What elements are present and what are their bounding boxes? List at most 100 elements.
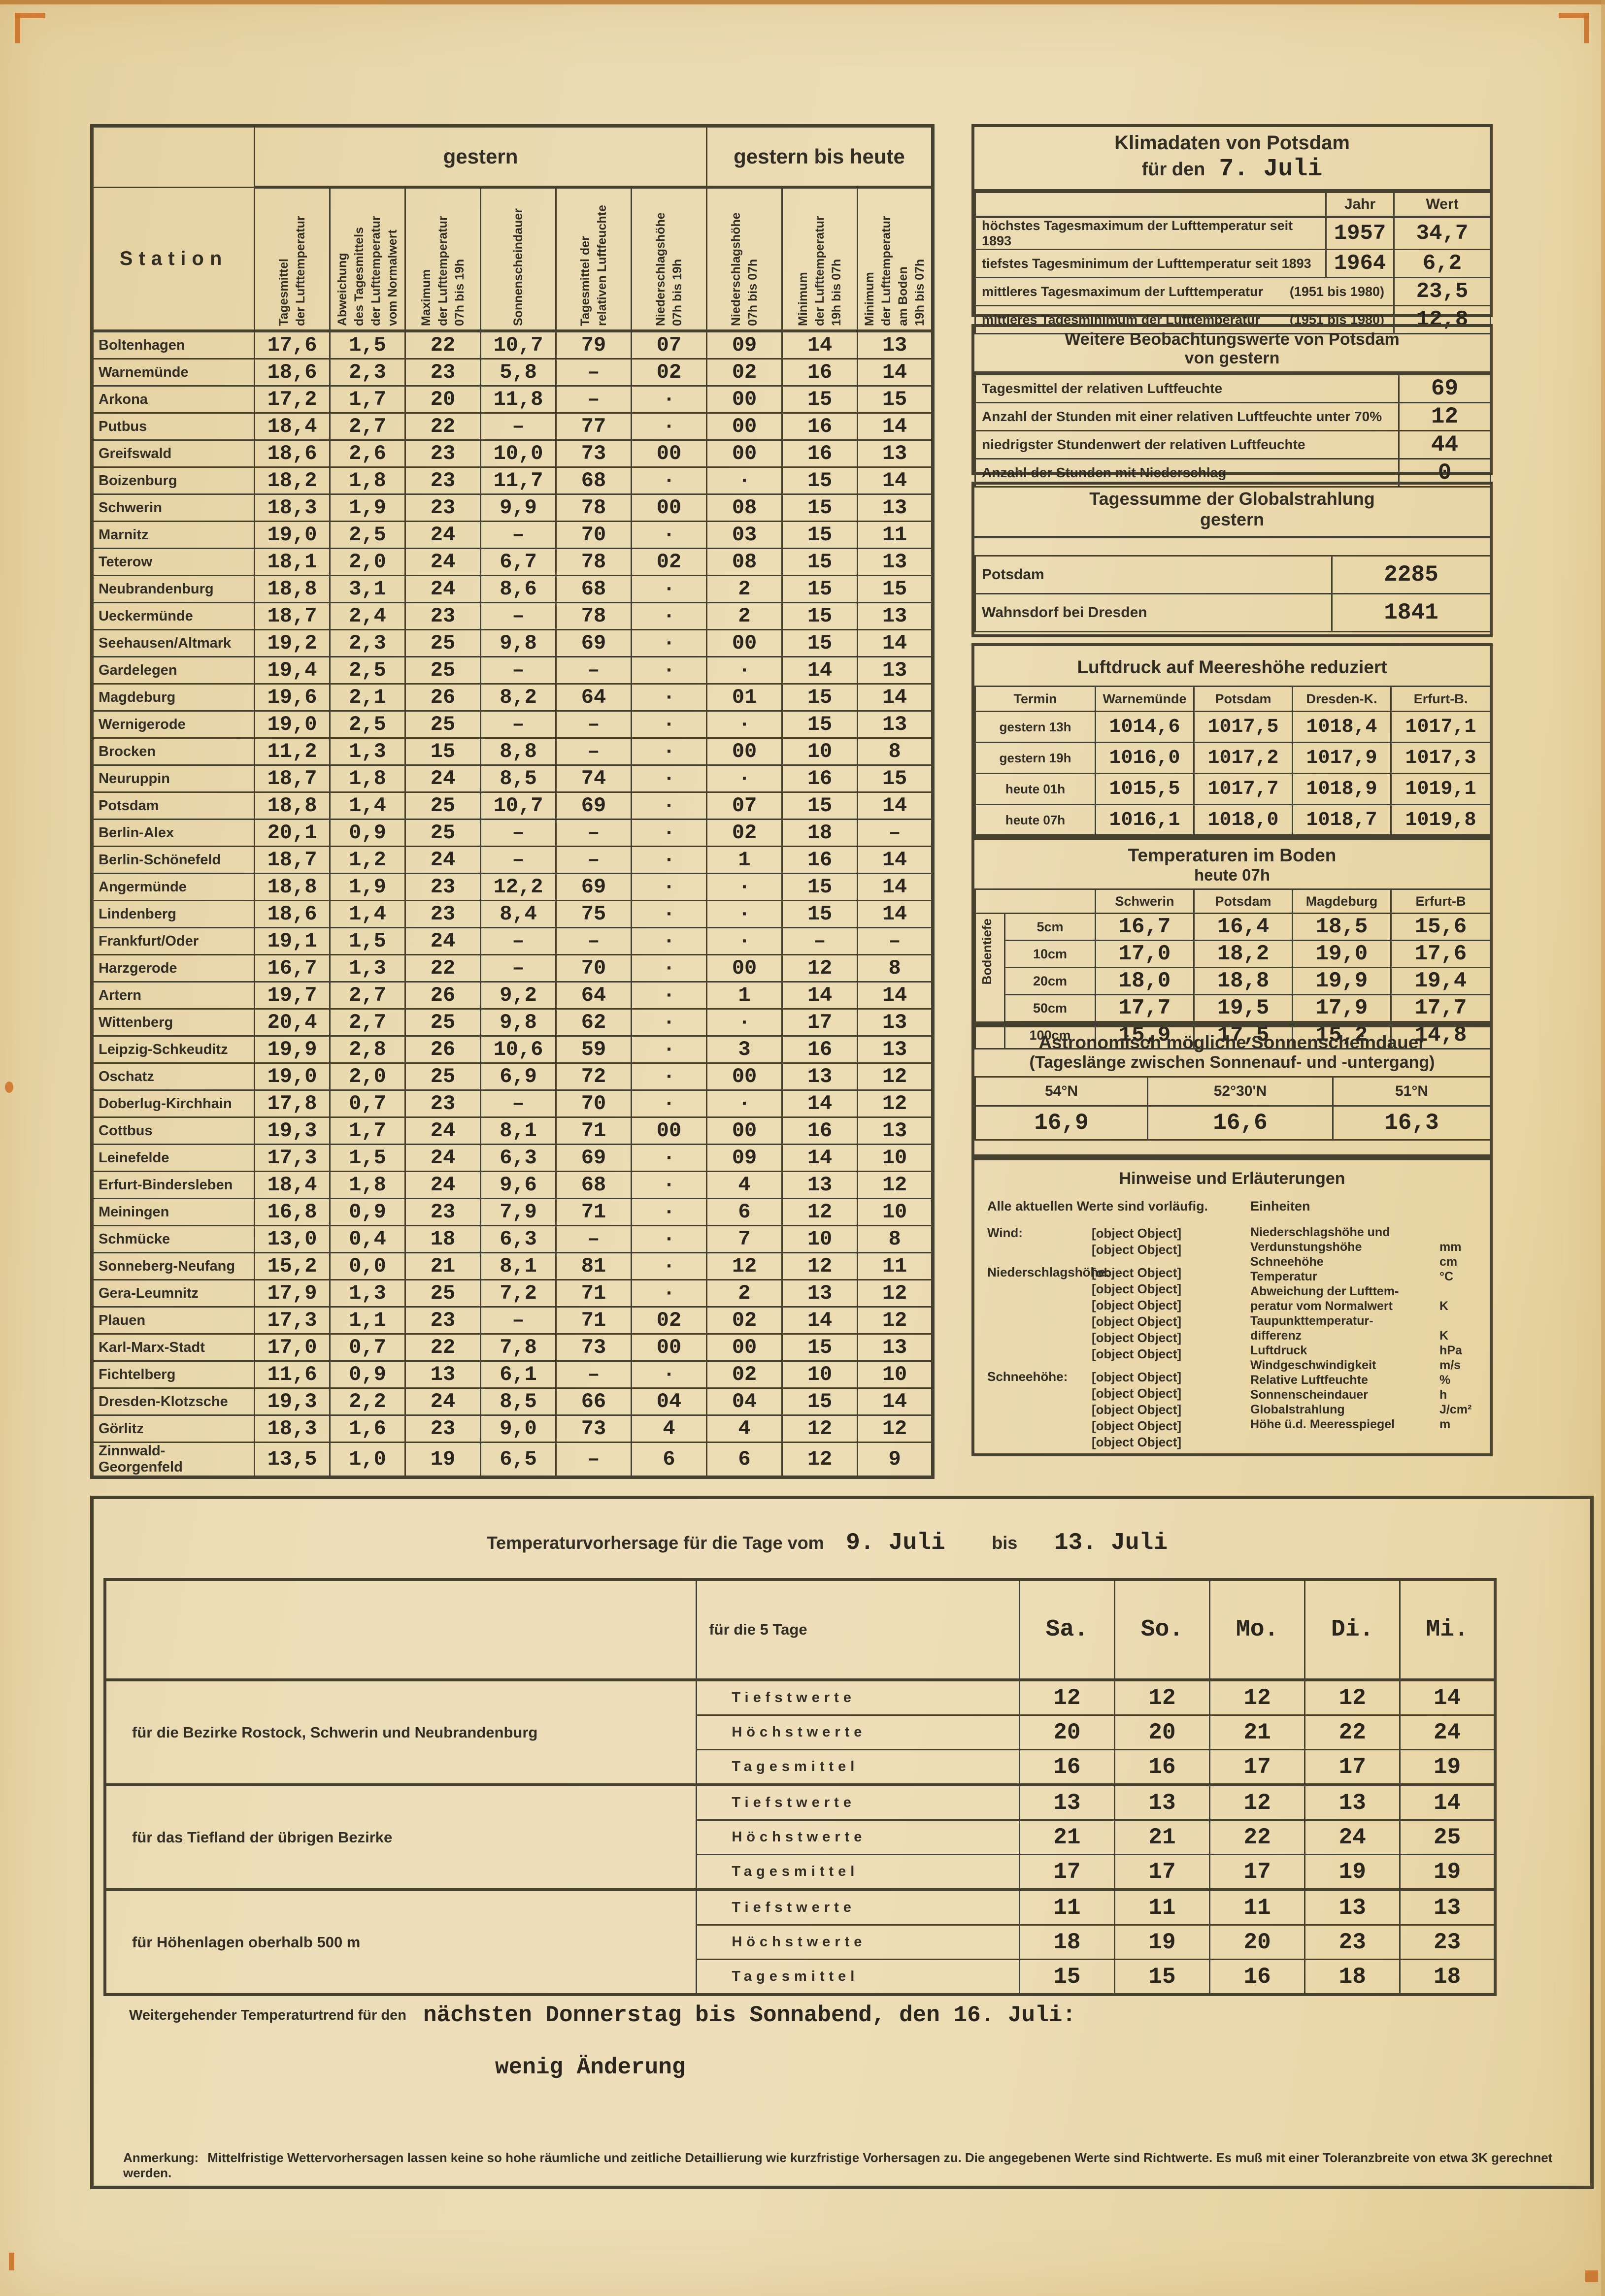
- weitere-title: Weitere Beobachtungswerte von Potsdam vo…: [974, 327, 1490, 374]
- value-niederschlag-24h: 01: [706, 683, 783, 712]
- luftdruck-column-header: Dresden-K.: [1292, 686, 1392, 712]
- value-luftfeuchte: 69: [555, 791, 632, 820]
- pressure-potsdam: 1017,7: [1193, 773, 1293, 805]
- station-row: Leinefelde 17,3 1,5 24 6,3 69 · 09 14 10: [91, 1144, 934, 1172]
- station-name: Lindenberg: [91, 900, 255, 928]
- value-minimum-boden: 14: [857, 981, 934, 1010]
- forecast-value: 14: [1399, 1678, 1496, 1716]
- station-row: Frankfurt/Oder 19,1 1,5 24 – – · · – –: [91, 927, 934, 955]
- pressure-potsdam: 1018,0: [1193, 804, 1293, 836]
- value-niederschlag-tag: 02: [630, 1306, 708, 1335]
- forecast-value: 19: [1399, 1749, 1496, 1786]
- value-niederschlag-tag: ·: [630, 1279, 708, 1308]
- forecast-value: 22: [1209, 1819, 1306, 1855]
- bodentiefe-side-cell: [974, 940, 1005, 968]
- value-niederschlag-tag: 4: [630, 1414, 708, 1443]
- legend-line: [object Object]: [1092, 1402, 1182, 1417]
- value-niederschlag-tag: ·: [630, 683, 708, 712]
- forecast-table: für die 5 Tage Sa. So. Mo. Di. Mi. für die B…: [103, 1578, 1497, 1996]
- weitere-table: Tagesmittel der relativen Luftfeuchte 69…: [974, 374, 1491, 488]
- value-luftfeuchte: –: [555, 358, 632, 387]
- value-sonnenschein: 6,5: [480, 1442, 557, 1478]
- globalstrahlung-title-line2: gestern: [1200, 509, 1265, 529]
- soiltemp-magdeburg: 18,5: [1292, 913, 1392, 941]
- trend-label: Weitergehender Temperaturtrend für den: [129, 2007, 406, 2023]
- legend-key: Wind:: [987, 1225, 1023, 1240]
- value-niederschlag-tag: ·: [630, 927, 708, 955]
- column-header-abweichung: Abweichung des Tagesmittels der Lufttemp…: [335, 216, 400, 326]
- station-name: Neubrandenburg: [91, 575, 255, 603]
- blank-cell: [974, 192, 1327, 218]
- value-niederschlag-tag: ·: [630, 819, 708, 847]
- value-niederschlag-24h: 09: [706, 330, 783, 360]
- boden-row: 50cm 17,7 19,5 17,9 17,7: [974, 994, 1491, 1022]
- column-header-niederschlag-24h: Niederschlagshöhe 07h bis 07h: [729, 212, 760, 326]
- value-minimum-luft: 16: [781, 439, 859, 468]
- legend-key: Niederschlagshöhe:: [987, 1265, 1110, 1279]
- einheit-unit: %: [1439, 1373, 1451, 1387]
- forecast-row: Tagesmittel 15 15 16 18 18: [105, 1959, 1496, 1996]
- value-luftfeuchte: –: [555, 819, 632, 847]
- value-tagesmittel: 18,6: [254, 900, 331, 928]
- value-abweichung: 2,5: [329, 710, 406, 739]
- pressure-warnemuende: 1016,1: [1095, 804, 1195, 836]
- weitere-beobachtungswerte-box: Weitere Beobachtungswerte von Potsdam vo…: [971, 324, 1493, 488]
- value-maximum: 25: [404, 629, 481, 657]
- value-tagesmittel: 20,4: [254, 1008, 331, 1037]
- value-maximum: 23: [404, 493, 481, 522]
- forecast-value: 23: [1399, 1924, 1496, 1960]
- value-abweichung: 2,0: [329, 1062, 406, 1091]
- luftdruck-table: Termin Warnemünde Potsdam Dresden-K. Erfurt-…: [974, 686, 1491, 836]
- value-tagesmittel: 19,1: [254, 927, 331, 955]
- station-name: Wernigerode: [91, 710, 255, 739]
- soiltemp-erfurt: 17,7: [1390, 994, 1491, 1022]
- value-minimum-boden: 14: [857, 412, 934, 441]
- bodentiefe-side-cell: [974, 994, 1005, 1022]
- station-row: Oschatz 19,0 2,0 25 6,9 72 · 00 13 12: [91, 1062, 934, 1091]
- value-minimum-boden: 14: [857, 873, 934, 901]
- forecast-groups: für die Bezirke Rostock, Schwerin und Ne…: [104, 1678, 1496, 1996]
- value-luftfeuchte: 59: [555, 1035, 632, 1064]
- value-tagesmittel: 19,3: [254, 1116, 331, 1145]
- value-luftfeuchte: 73: [555, 439, 632, 468]
- legend-lines: [object Object] [object Object]: [1092, 1225, 1181, 1258]
- value-luftfeuchte: 73: [555, 1414, 632, 1443]
- forecast-value: 21: [1018, 1819, 1115, 1855]
- column-header-cell: Sonnenscheindauer: [480, 186, 557, 332]
- value-abweichung: 1,4: [329, 900, 406, 928]
- klimadaten-fuer-den: für den: [1141, 159, 1205, 180]
- value-luftfeuchte: –: [555, 385, 632, 414]
- einheit-row: Taupunkttemperatur-: [1250, 1313, 1482, 1328]
- forecast-to-date: 13. Juli: [1054, 1530, 1168, 1556]
- pressure-erfurt: 1017,1: [1390, 711, 1491, 743]
- value-niederschlag-24h: 00: [706, 1116, 783, 1145]
- station-column-header: Station: [91, 186, 255, 332]
- value-niederschlag-24h: ·: [706, 656, 783, 685]
- value-tagesmittel: 18,6: [254, 439, 331, 468]
- value-sonnenschein: 8,5: [480, 1387, 557, 1416]
- forecast-value: 12: [1018, 1678, 1115, 1716]
- boden-title-line2: heute 07h: [1194, 866, 1271, 884]
- forecast-value: 18: [1399, 1959, 1496, 1996]
- station-name: Warnemünde: [91, 358, 255, 387]
- value-sonnenschein: 6,1: [480, 1360, 557, 1389]
- row-wert: 6,2: [1393, 249, 1491, 278]
- station-name: Zinnwald-Georgenfeld: [91, 1442, 255, 1478]
- value-abweichung: 0,4: [329, 1225, 406, 1253]
- value-minimum-boden: 14: [857, 466, 934, 495]
- station-row: Brocken 11,2 1,3 15 8,8 – · 00 10 8: [91, 737, 934, 766]
- depth-label: 20cm: [1004, 967, 1096, 995]
- soiltemp-schwerin: 17,0: [1095, 940, 1195, 968]
- value-maximum: 25: [404, 819, 481, 847]
- value-abweichung: 2,2: [329, 1387, 406, 1416]
- value-abweichung: 1,5: [329, 1144, 406, 1172]
- value-tagesmittel: 18,7: [254, 846, 331, 874]
- value-minimum-boden: 13: [857, 1333, 934, 1362]
- band-blank-cell: [91, 125, 255, 188]
- value-minimum-boden: 12: [857, 1171, 934, 1199]
- scan-edge-top: [0, 0, 1605, 4]
- forecast-value: 19: [1304, 1854, 1401, 1891]
- einheiten-list: Niederschlagshöhe und Verdunstungshöhe m…: [1250, 1225, 1482, 1432]
- station-row: Schwerin 18,3 1,9 23 9,9 78 00 08 15 13: [91, 493, 934, 522]
- station-name: Magdeburg: [91, 683, 255, 712]
